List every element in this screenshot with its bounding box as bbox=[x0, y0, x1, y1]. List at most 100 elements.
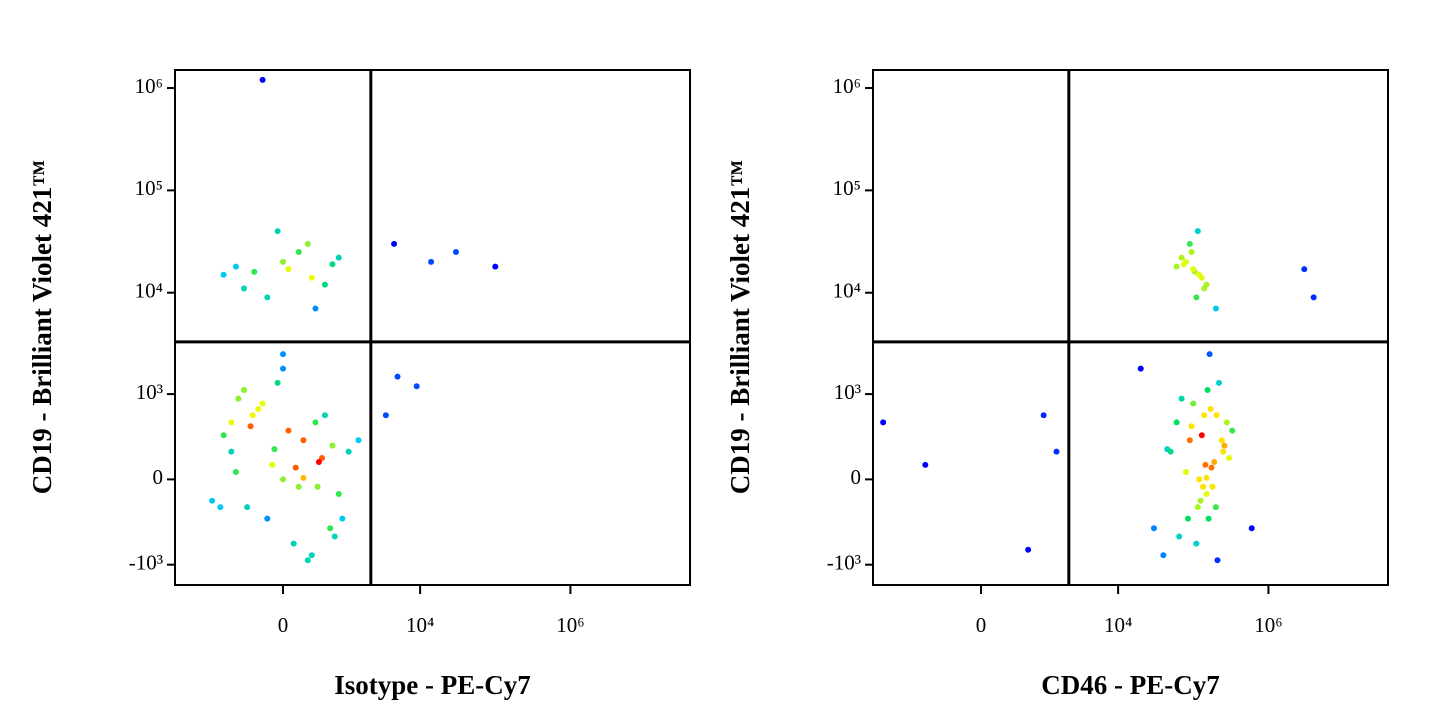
event-dot bbox=[880, 419, 887, 426]
event-dot bbox=[285, 427, 292, 434]
event-dot bbox=[1205, 515, 1212, 522]
event-dot bbox=[1190, 400, 1197, 407]
event-dot bbox=[1025, 546, 1032, 553]
y-tick-label: 10⁴ bbox=[833, 279, 861, 303]
event-dot bbox=[1201, 412, 1208, 419]
plot-frame bbox=[872, 69, 1389, 586]
event-dot bbox=[259, 76, 266, 83]
y-axis-label: CD19 - Brilliant Violet 421™ bbox=[725, 160, 755, 494]
x-tick-label: 10⁴ bbox=[1104, 613, 1132, 637]
event-dot bbox=[1196, 271, 1203, 278]
y-tick-label: -10³ bbox=[129, 551, 163, 575]
event-dot bbox=[1212, 305, 1219, 312]
event-dot bbox=[1203, 474, 1210, 481]
event-dot bbox=[1190, 266, 1197, 273]
event-dot bbox=[345, 448, 352, 455]
event-dot bbox=[1207, 406, 1214, 413]
event-dot bbox=[1188, 423, 1195, 430]
event-dot bbox=[1173, 419, 1180, 426]
event-dot bbox=[382, 412, 389, 419]
event-dot bbox=[1206, 351, 1213, 358]
event-dot bbox=[217, 504, 224, 511]
event-dot bbox=[290, 540, 297, 547]
event-dot bbox=[1200, 483, 1207, 490]
event-dot bbox=[1167, 448, 1174, 455]
event-dot bbox=[1214, 557, 1221, 564]
event-dot bbox=[220, 432, 227, 439]
event-dot bbox=[1223, 419, 1230, 426]
event-dot bbox=[280, 476, 287, 483]
y-tick-label: 10³ bbox=[136, 380, 163, 404]
event-dot bbox=[1184, 515, 1191, 522]
event-dot bbox=[335, 490, 342, 497]
event-dot bbox=[1201, 285, 1208, 292]
event-dot bbox=[304, 557, 311, 564]
x-tick-label: 10⁶ bbox=[556, 613, 584, 637]
event-dot bbox=[1186, 240, 1193, 247]
y-tick-label: 10⁶ bbox=[135, 74, 163, 98]
event-dot bbox=[1180, 261, 1187, 268]
event-dot bbox=[241, 387, 248, 394]
event-dot bbox=[1221, 442, 1228, 449]
event-dot bbox=[1193, 540, 1200, 547]
event-dot bbox=[1053, 448, 1060, 455]
event-dot bbox=[274, 228, 281, 235]
event-dot bbox=[1202, 461, 1209, 468]
event-dot bbox=[329, 261, 336, 268]
y-tick-label: 10⁵ bbox=[833, 176, 861, 200]
event-dot bbox=[327, 525, 334, 532]
event-dot bbox=[452, 248, 459, 255]
event-dot bbox=[295, 248, 302, 255]
event-dot bbox=[1197, 497, 1204, 504]
event-dot bbox=[292, 464, 299, 471]
event-dot bbox=[271, 446, 278, 453]
event-dot bbox=[1209, 483, 1216, 490]
event-dot bbox=[1176, 533, 1183, 540]
event-dot bbox=[1218, 437, 1225, 444]
y-tick-label: 10⁶ bbox=[833, 74, 861, 98]
event-dot bbox=[285, 266, 292, 273]
plot-frame bbox=[174, 69, 691, 586]
event-dot bbox=[274, 379, 281, 386]
x-axis-label: Isotype - PE-Cy7 bbox=[334, 670, 531, 700]
event-dot bbox=[228, 419, 235, 426]
event-dot bbox=[335, 254, 342, 261]
event-dot bbox=[1204, 387, 1211, 394]
y-tick-label: 0 bbox=[153, 465, 164, 489]
event-dot bbox=[312, 305, 319, 312]
y-tick-label: 10⁴ bbox=[135, 279, 163, 303]
event-dot bbox=[241, 285, 248, 292]
event-dot bbox=[280, 258, 287, 265]
event-dot bbox=[1160, 552, 1167, 559]
x-tick-label: 10⁶ bbox=[1254, 613, 1282, 637]
event-dot bbox=[1215, 379, 1222, 386]
event-dot bbox=[413, 383, 420, 390]
event-dot bbox=[321, 412, 328, 419]
event-dot bbox=[315, 459, 322, 466]
event-dot bbox=[1211, 459, 1218, 466]
event-dot bbox=[1194, 228, 1201, 235]
y-tick-label: -10³ bbox=[827, 551, 861, 575]
event-dot bbox=[304, 240, 311, 247]
event-dot bbox=[280, 365, 287, 372]
event-dot bbox=[264, 515, 271, 522]
event-dot bbox=[331, 533, 338, 540]
event-dot bbox=[300, 474, 307, 481]
event-dot bbox=[1040, 412, 1047, 419]
event-dot bbox=[1196, 476, 1203, 483]
event-dot bbox=[1310, 294, 1317, 301]
event-dot bbox=[232, 469, 239, 476]
event-dot bbox=[355, 437, 362, 444]
event-dot bbox=[259, 400, 266, 407]
event-dot bbox=[394, 373, 401, 380]
x-tick-label: 0 bbox=[278, 613, 289, 637]
event-dot bbox=[235, 395, 242, 402]
y-tick-label: 10⁵ bbox=[135, 176, 163, 200]
event-dot bbox=[1186, 437, 1193, 444]
x-tick-label: 0 bbox=[976, 613, 987, 637]
event-dot bbox=[339, 515, 346, 522]
event-dot bbox=[220, 271, 227, 278]
event-dot bbox=[264, 294, 271, 301]
event-dot bbox=[492, 263, 499, 270]
